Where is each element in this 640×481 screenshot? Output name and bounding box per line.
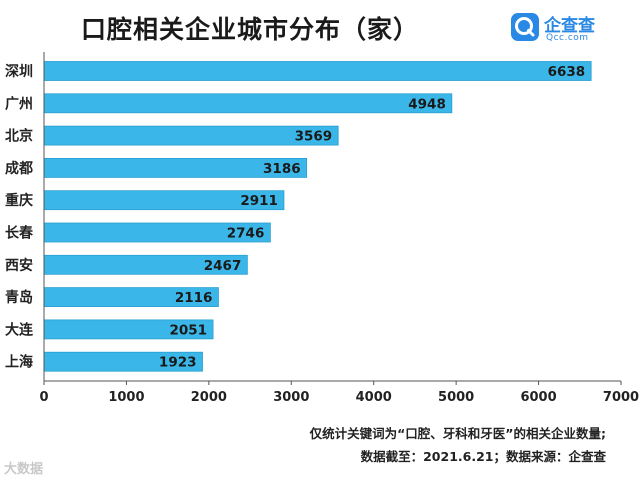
data-label: 2051 [169,322,207,338]
footnote-source: 数据截至：2021.6.21；数据来源：企查查 [360,449,606,464]
x-tick-label: 0 [39,390,48,405]
x-tick-label: 3000 [273,390,309,405]
bar [43,93,453,114]
watermark: 大数据 [4,462,44,477]
chart-title: 口腔相关企业城市分布（家） [80,15,419,44]
category-label: 北京 [5,128,33,145]
x-tick-label: 6000 [520,390,556,405]
data-label: 2467 [204,258,242,274]
data-label: 1923 [159,355,197,371]
category-label: 大连 [5,321,34,338]
logo-name: 企查查 [544,16,595,36]
category-label: 成都 [5,160,33,177]
x-tick-label: 7000 [603,390,639,405]
x-tick-label: 5000 [438,390,474,405]
x-tick-label: 1000 [108,390,144,405]
bar [43,61,592,81]
category-label: 青岛 [5,289,33,306]
category-label: 重庆 [5,192,33,209]
data-label: 2116 [175,290,213,306]
data-label: 4948 [408,96,446,112]
footnote-scope: 仅统计关键词为“口腔、牙科和牙医”的相关企业数量; [309,426,606,441]
category-label: 长春 [5,225,34,242]
category-label: 广州 [5,95,33,112]
category-label: 深圳 [5,63,33,80]
data-label: 2911 [240,193,278,209]
data-label: 2746 [227,226,265,242]
x-tick-label: 2000 [191,390,227,405]
logo-subtitle: Qcc.com [546,33,589,43]
data-label: 3186 [263,161,301,177]
data-label: 3569 [295,129,333,145]
x-tick-label: 4000 [356,390,392,405]
category-label: 西安 [5,257,33,274]
qcc-logo: 企查查 Qcc.com [510,10,632,46]
category-label: 上海 [5,354,33,371]
data-label: 6638 [548,64,586,80]
qcc-logo-icon [511,13,539,41]
